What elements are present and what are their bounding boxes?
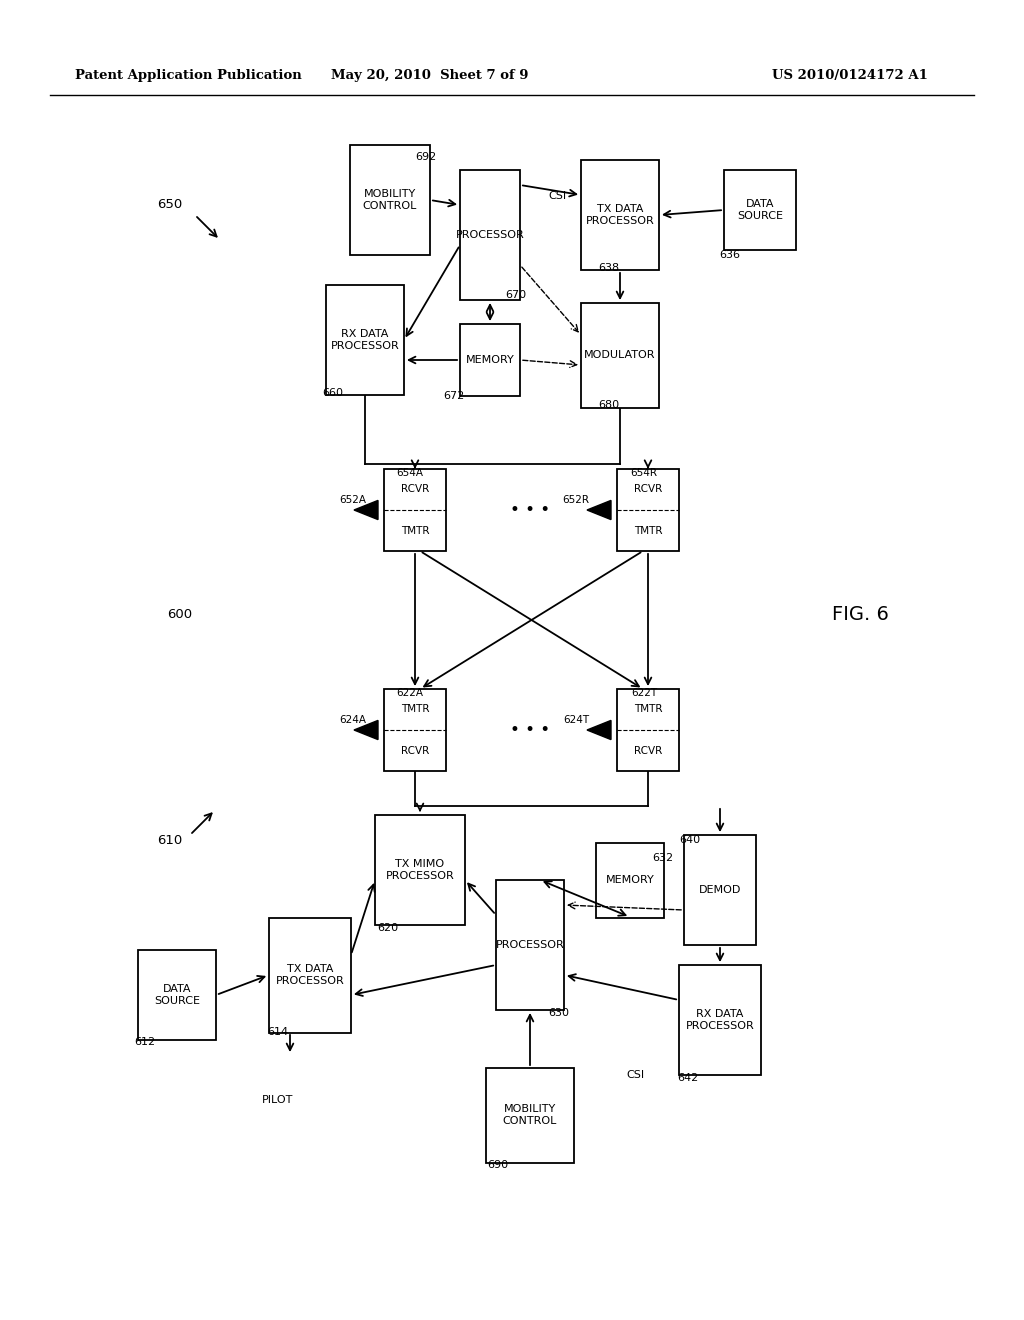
Polygon shape	[587, 500, 611, 520]
Text: 670: 670	[505, 290, 526, 300]
Text: RCVR: RCVR	[634, 746, 663, 755]
Text: RCVR: RCVR	[634, 484, 663, 495]
Text: 620: 620	[377, 923, 398, 933]
Bar	[617, 469, 679, 550]
Polygon shape	[354, 721, 378, 739]
Text: 624T: 624T	[563, 715, 589, 725]
Text: May 20, 2010  Sheet 7 of 9: May 20, 2010 Sheet 7 of 9	[331, 69, 528, 82]
Polygon shape	[587, 721, 611, 739]
Text: RX DATA
PROCESSOR: RX DATA PROCESSOR	[331, 329, 399, 351]
Text: RX DATA
PROCESSOR: RX DATA PROCESSOR	[686, 1010, 755, 1031]
Text: 652A: 652A	[340, 495, 367, 506]
Text: 612: 612	[134, 1038, 155, 1047]
Text: 642: 642	[677, 1073, 698, 1082]
Text: TMTR: TMTR	[634, 705, 663, 714]
Text: 672: 672	[442, 391, 464, 401]
Text: 652R: 652R	[562, 495, 590, 506]
Text: 692: 692	[415, 152, 436, 162]
Text: 610: 610	[158, 833, 182, 846]
Bar	[460, 323, 520, 396]
Text: 622T: 622T	[631, 688, 657, 698]
Text: • • •: • • •	[510, 721, 550, 739]
Bar	[375, 814, 465, 925]
Bar	[581, 160, 659, 271]
Text: PROCESSOR: PROCESSOR	[456, 230, 524, 240]
Bar	[486, 1068, 574, 1163]
Polygon shape	[354, 500, 378, 520]
Text: RCVR: RCVR	[400, 484, 429, 495]
Text: 600: 600	[168, 609, 193, 622]
Bar	[684, 836, 756, 945]
Bar	[496, 880, 564, 1010]
Text: TX DATA
PROCESSOR: TX DATA PROCESSOR	[586, 205, 654, 226]
Text: US 2010/0124172 A1: US 2010/0124172 A1	[772, 69, 928, 82]
Bar	[326, 285, 404, 395]
Bar	[617, 689, 679, 771]
Text: MOBILITY
CONTROL: MOBILITY CONTROL	[362, 189, 417, 211]
Bar	[724, 170, 796, 249]
Text: 636: 636	[719, 249, 740, 260]
Text: 622A: 622A	[396, 688, 424, 698]
Text: MEMORY: MEMORY	[466, 355, 514, 366]
Text: 638: 638	[598, 263, 620, 273]
Bar	[460, 170, 520, 300]
Text: 654A: 654A	[396, 469, 424, 478]
Text: 660: 660	[322, 388, 343, 399]
Text: TMTR: TMTR	[634, 525, 663, 536]
Text: TX MIMO
PROCESSOR: TX MIMO PROCESSOR	[386, 859, 455, 880]
Bar	[596, 842, 664, 917]
Text: TMTR: TMTR	[400, 525, 429, 536]
Text: TMTR: TMTR	[400, 705, 429, 714]
Bar	[350, 145, 430, 255]
Text: CSI: CSI	[548, 191, 566, 201]
Text: MOBILITY
CONTROL: MOBILITY CONTROL	[503, 1105, 557, 1126]
Text: Patent Application Publication: Patent Application Publication	[75, 69, 302, 82]
Text: 650: 650	[158, 198, 182, 211]
Text: TX DATA
PROCESSOR: TX DATA PROCESSOR	[275, 964, 344, 986]
Text: 680: 680	[598, 400, 620, 411]
Text: DEMOD: DEMOD	[698, 884, 741, 895]
Text: CSI: CSI	[626, 1071, 644, 1080]
Text: 654R: 654R	[631, 469, 657, 478]
Bar	[269, 917, 351, 1032]
Bar	[581, 302, 659, 408]
Text: 640: 640	[679, 836, 700, 845]
Text: MEMORY: MEMORY	[605, 875, 654, 884]
Text: FIG. 6: FIG. 6	[831, 606, 889, 624]
Bar	[384, 469, 446, 550]
Bar	[384, 689, 446, 771]
Bar	[679, 965, 761, 1074]
Text: MODULATOR: MODULATOR	[585, 350, 655, 360]
Text: 632: 632	[652, 853, 673, 863]
Text: 624A: 624A	[340, 715, 367, 725]
Text: DATA
SOURCE: DATA SOURCE	[154, 985, 200, 1006]
Text: RCVR: RCVR	[400, 746, 429, 755]
Text: PILOT: PILOT	[262, 1096, 294, 1105]
Bar	[138, 950, 216, 1040]
Text: 630: 630	[548, 1008, 569, 1018]
Text: 614: 614	[267, 1027, 288, 1038]
Text: • • •: • • •	[510, 502, 550, 519]
Text: DATA
SOURCE: DATA SOURCE	[737, 199, 783, 220]
Text: 690: 690	[486, 1160, 508, 1170]
Text: PROCESSOR: PROCESSOR	[496, 940, 564, 950]
